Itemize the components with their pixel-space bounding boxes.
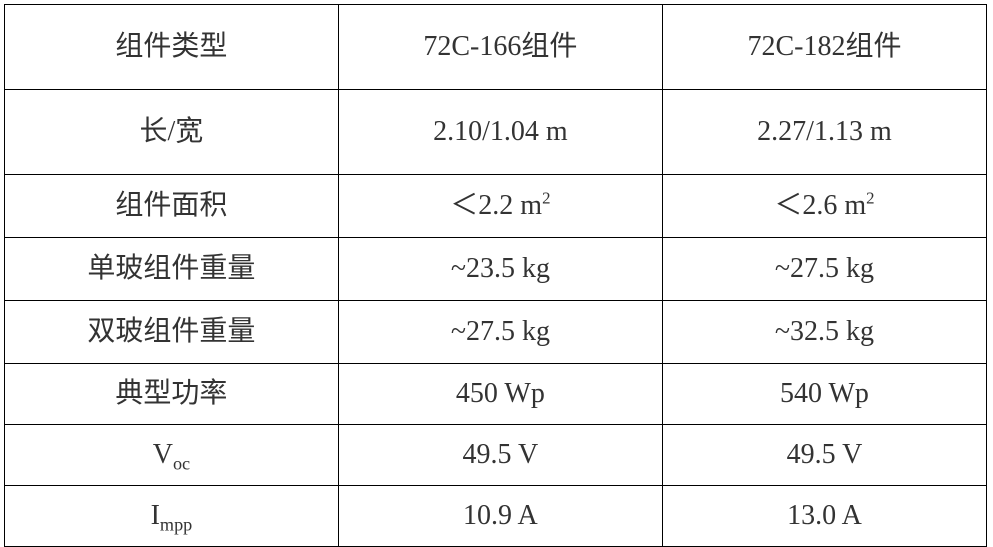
cell-col-166: ~23.5 kg [338,238,662,301]
cell-col-166: 49.5 V [338,425,662,486]
cell-col-182: ~32.5 kg [662,301,986,364]
table-row: 组件面积 ＜2.2 m2 ＜2.6 m2 [5,175,987,238]
table-row: 双玻组件重量 ~27.5 kg ~32.5 kg [5,301,987,364]
cell-param: 长/宽 [5,90,339,175]
cell-col-182: 540 Wp [662,364,986,425]
table-row: Voc 49.5 V 49.5 V [5,425,987,486]
superscript: 2 [542,189,550,208]
cell-param: 单玻组件重量 [5,238,339,301]
cell-param: 双玻组件重量 [5,301,339,364]
cell-col-166: 2.10/1.04 m [338,90,662,175]
param-main: I [151,500,160,531]
cell-param: Voc [5,425,339,486]
param-main: V [153,439,173,470]
superscript: 2 [866,189,874,208]
cell-col-166: ~27.5 kg [338,301,662,364]
cell-col-182: 2.27/1.13 m [662,90,986,175]
table-container: 组件类型 72C-166组件 72C-182组件 长/宽 2.10/1.04 m… [0,0,993,537]
cell-col-182: 72C-182组件 [662,5,986,90]
table-row: 单玻组件重量 ~23.5 kg ~27.5 kg [5,238,987,301]
table-row: 组件类型 72C-166组件 72C-182组件 [5,5,987,90]
cell-param: 组件面积 [5,175,339,238]
cell-col-182: ＜2.6 m2 [662,175,986,238]
cell-value-prefix: ＜2.2 m [450,190,542,221]
spec-table: 组件类型 72C-166组件 72C-182组件 长/宽 2.10/1.04 m… [4,4,987,547]
cell-param: 组件类型 [5,5,339,90]
cell-param: Impp [5,486,339,547]
cell-col-182: 13.0 A [662,486,986,547]
cell-value-prefix: ＜2.6 m [774,190,866,221]
table-row: Impp 10.9 A 13.0 A [5,486,987,547]
cell-param: 典型功率 [5,364,339,425]
subscript: oc [173,454,190,474]
cell-col-166: ＜2.2 m2 [338,175,662,238]
subscript: mpp [160,515,192,535]
table-row: 典型功率 450 Wp 540 Wp [5,364,987,425]
table-row: 长/宽 2.10/1.04 m 2.27/1.13 m [5,90,987,175]
cell-col-166: 450 Wp [338,364,662,425]
cell-col-182: ~27.5 kg [662,238,986,301]
cell-col-182: 49.5 V [662,425,986,486]
cell-col-166: 72C-166组件 [338,5,662,90]
cell-col-166: 10.9 A [338,486,662,547]
